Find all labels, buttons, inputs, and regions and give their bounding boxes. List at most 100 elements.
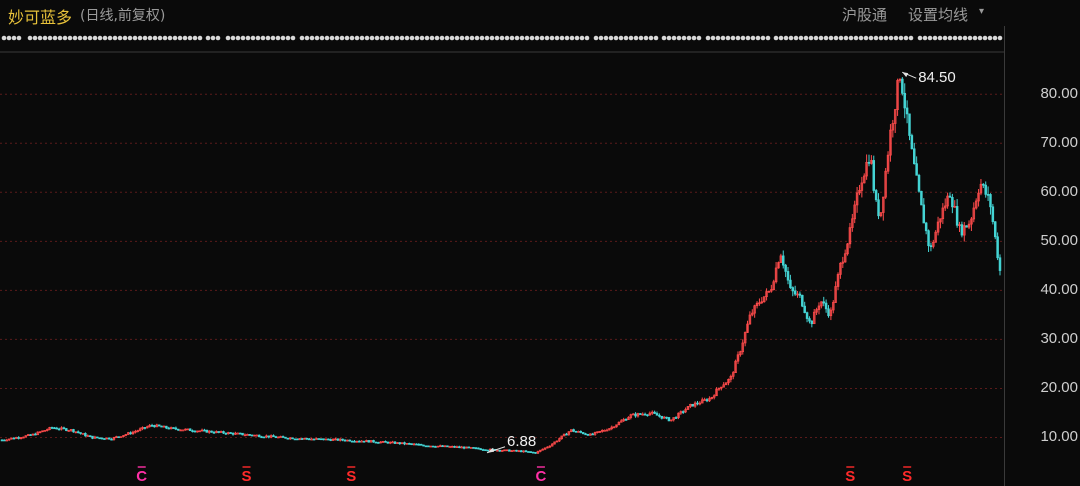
candle-body [141,427,144,430]
legend-blobs [1,35,1003,41]
candle-body [986,194,990,196]
legend-dot [27,35,33,41]
legend-dot [720,35,726,41]
candle-body [157,424,161,427]
candle-body [358,440,361,443]
candle-body [441,445,444,448]
candle-body [179,429,182,432]
legend-dot [798,35,804,41]
candle-body [665,416,668,419]
candle-body [777,262,780,269]
candle-body [993,221,997,238]
candle-body [229,432,232,434]
candle-body [193,430,197,433]
candle-body [703,399,706,401]
legend-dot [504,35,510,41]
candle-body [517,450,521,453]
candle-body [722,384,725,388]
legend-dot [334,35,340,41]
candle-body [236,432,240,435]
candle-body [684,409,687,413]
candle-body [184,428,187,431]
y-tick-label: 70.00 [1040,134,1078,152]
legend-dot [32,35,38,41]
hk-connect-button[interactable]: 沪股通 [842,6,888,24]
candle-body [874,190,878,201]
legend-dot [42,35,48,41]
candle-body [350,440,354,443]
candle-body [436,445,440,448]
candle-body [953,206,956,208]
candle-body [19,437,23,439]
legend-dot [87,35,93,41]
legend-dot [6,35,12,41]
ma-settings-button[interactable]: 设置均线 [908,6,969,24]
legend-dot [957,35,963,41]
candle-body [834,286,837,303]
legend-dot [439,35,445,41]
candle-body [622,419,625,422]
candle-body [932,241,935,247]
legend-dot [280,35,286,41]
legend-dot [574,35,580,41]
chevron-down-icon[interactable]: ▾ [979,6,985,17]
legend-dot [389,35,395,41]
candle-body [143,427,147,429]
candle-body [296,438,299,441]
candle-body [717,387,721,390]
candle-body [505,449,509,452]
candle-body [843,253,847,263]
legend-dot [484,35,490,41]
legend-dot [142,35,148,41]
candle-body [534,452,537,454]
legend-dot [260,35,266,41]
legend-dot [489,35,495,41]
legend-dot [888,35,894,41]
legend-dot [569,35,575,41]
legend-dot [922,35,928,41]
candle-body [112,436,116,440]
legend-dot [648,35,654,41]
candle-body [422,444,425,447]
candle-body [596,431,599,433]
legend-dot [122,35,128,41]
candle-body [941,207,945,220]
legend-dot [167,35,173,41]
candle-body [481,449,485,451]
candle-body [377,442,380,444]
legend-dot [917,35,923,41]
legend-dot [932,35,938,41]
candle-body [215,431,218,434]
legend-dot [464,35,470,41]
candle-body [329,439,332,441]
legend-dot [359,35,365,41]
candle-body [131,431,135,435]
candle-body [708,398,711,402]
candle-body [765,291,768,298]
candle-body [319,438,323,441]
candle-body [7,438,11,441]
candle-body [431,445,435,448]
candle-body [338,438,342,441]
candle-body [896,80,899,110]
candle-body [26,434,30,437]
candle-body [46,429,49,431]
candle-body [610,426,614,429]
legend-dot [937,35,943,41]
candle-body [855,192,859,206]
candle-body [581,432,585,435]
candle-body [567,431,571,435]
candle-body [670,419,673,422]
candle-body [231,432,235,435]
candle-body [858,190,861,194]
candle-body [884,170,887,198]
candle-body [260,436,263,439]
candle-body [453,446,456,448]
candle-body [310,438,313,441]
candle-body [36,431,39,436]
candle-body [81,433,85,435]
candle-body [758,302,761,305]
candle-body [982,183,985,186]
candle-body [443,445,447,448]
